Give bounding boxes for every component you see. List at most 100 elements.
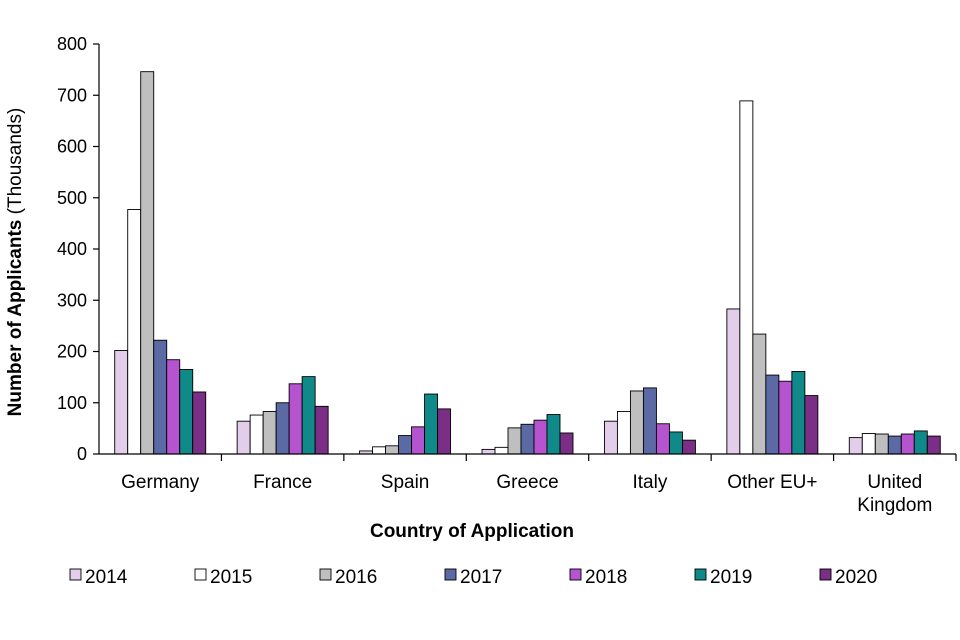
category-label-line: Other EU+	[727, 472, 817, 493]
y-axis-ticks: 0 100 200 300 400 500 600 700 800	[57, 34, 99, 464]
bars	[114, 71, 941, 455]
bar-2016-other-eu-	[752, 333, 767, 455]
bar-2014-united-kingdom	[848, 437, 863, 455]
y-axis-title-main: Number of Applicants	[5, 220, 26, 417]
category-label: Spain	[381, 472, 430, 493]
bar-2019-france	[301, 376, 316, 455]
bar-2015-france	[249, 414, 264, 455]
legend-swatch	[569, 568, 582, 581]
y-tick-label: 400	[57, 239, 87, 259]
bar-2020-united-kingdom	[926, 435, 941, 455]
legend-item-2018: 2018	[569, 567, 627, 588]
bar-2015-germany	[127, 209, 142, 455]
legend-swatch	[69, 568, 82, 581]
category-labels: Germany France Spain Greece Italy Other EU+ Un…	[121, 472, 932, 516]
bar-2018-united-kingdom	[900, 433, 915, 455]
y-axis-title-unit: (Thousands)	[5, 108, 26, 215]
category-label: Italy	[632, 472, 667, 493]
y-tick-label: 700	[57, 85, 87, 105]
legend-swatch	[444, 568, 457, 581]
category-label-line: Greece	[496, 472, 558, 493]
bar-2014-greece	[481, 448, 496, 455]
legend-label: 2019	[710, 567, 752, 588]
bar-2017-france	[275, 402, 290, 455]
legend-label: 2018	[585, 567, 627, 588]
bar-2015-italy	[616, 411, 631, 455]
bar-2019-italy	[668, 431, 683, 455]
bar-2018-france	[288, 383, 303, 455]
bar-2018-germany	[166, 359, 181, 455]
bar-2016-greece	[507, 427, 522, 455]
bar-2017-united-kingdom	[887, 435, 902, 455]
legend-item-2020: 2020	[819, 567, 877, 588]
x-axis-title: Country of Application	[370, 521, 574, 542]
legend-swatch	[194, 568, 207, 581]
legend-item-2017: 2017	[444, 567, 502, 588]
bar-2017-spain	[398, 435, 413, 455]
legend-item-2019: 2019	[694, 567, 752, 588]
legend-swatch	[819, 568, 832, 581]
legend-label: 2015	[210, 567, 252, 588]
bar-2016-united-kingdom	[874, 433, 889, 455]
bar-2014-germany	[114, 350, 129, 455]
bar-2018-other-eu-	[778, 380, 793, 455]
y-tick-label: 800	[57, 34, 87, 54]
category-label-line: Spain	[381, 472, 430, 493]
y-tick-label: 100	[57, 393, 87, 413]
legend-swatch	[694, 568, 707, 581]
bar-2016-spain	[385, 445, 400, 455]
category-label: France	[253, 472, 312, 493]
bar-2018-italy	[655, 423, 670, 455]
bar-2016-germany	[140, 71, 155, 455]
legend-label: 2016	[335, 567, 377, 588]
legend-item-2014: 2014	[69, 567, 128, 588]
bar-2019-other-eu-	[791, 371, 806, 455]
y-axis-title: Number of Applicants (Thousands)	[5, 108, 26, 417]
y-tick-label: 600	[57, 137, 87, 157]
bar-2018-greece	[533, 419, 548, 455]
legend-label: 2014	[85, 567, 128, 588]
bar-2017-greece	[520, 423, 535, 455]
legend-label: 2017	[460, 567, 502, 588]
category-label-line: Kingdom	[857, 495, 932, 516]
category-label: Greece	[496, 472, 558, 493]
y-tick-label: 200	[57, 342, 87, 362]
y-tick-label: 0	[77, 444, 87, 464]
category-label-line: Germany	[121, 472, 200, 493]
bar-2020-italy	[681, 439, 696, 455]
bar-2019-greece	[546, 414, 561, 455]
bar-2019-spain	[424, 393, 439, 455]
legend: 2014 2015 2016 2017 2018 2019 2020	[69, 567, 877, 588]
category-label: Other EU+	[727, 472, 817, 493]
bar-2015-greece	[494, 446, 509, 455]
legend-label: 2020	[835, 567, 877, 588]
category-label-line: France	[253, 472, 312, 493]
bar-2017-other-eu-	[765, 374, 780, 455]
bar-2020-greece	[559, 432, 574, 455]
bar-2014-france	[236, 420, 251, 455]
bar-2018-spain	[411, 426, 426, 455]
bar-2014-italy	[603, 420, 618, 455]
y-tick-label: 500	[57, 188, 87, 208]
bar-2017-germany	[153, 339, 168, 455]
bar-2014-other-eu-	[726, 308, 741, 455]
category-label-line: United	[867, 472, 922, 493]
bar-2020-germany	[192, 391, 207, 455]
bar-2015-united-kingdom	[861, 433, 876, 455]
legend-item-2015: 2015	[194, 567, 252, 588]
bar-2015-spain	[372, 446, 387, 455]
y-tick-label: 300	[57, 290, 87, 310]
bar-2020-other-eu-	[804, 395, 819, 455]
bar-2016-france	[262, 411, 277, 455]
category-label: Germany	[121, 472, 200, 493]
bar-2020-france	[314, 405, 329, 455]
category-label: United Kingdom	[857, 472, 932, 516]
bar-2015-other-eu-	[739, 100, 754, 455]
bar-2020-spain	[437, 408, 452, 455]
legend-swatch	[319, 568, 332, 581]
bar-2017-italy	[642, 387, 657, 455]
x-axis-ticks	[220, 454, 957, 461]
bar-2016-italy	[629, 390, 644, 455]
bar-2019-united-kingdom	[913, 430, 928, 455]
